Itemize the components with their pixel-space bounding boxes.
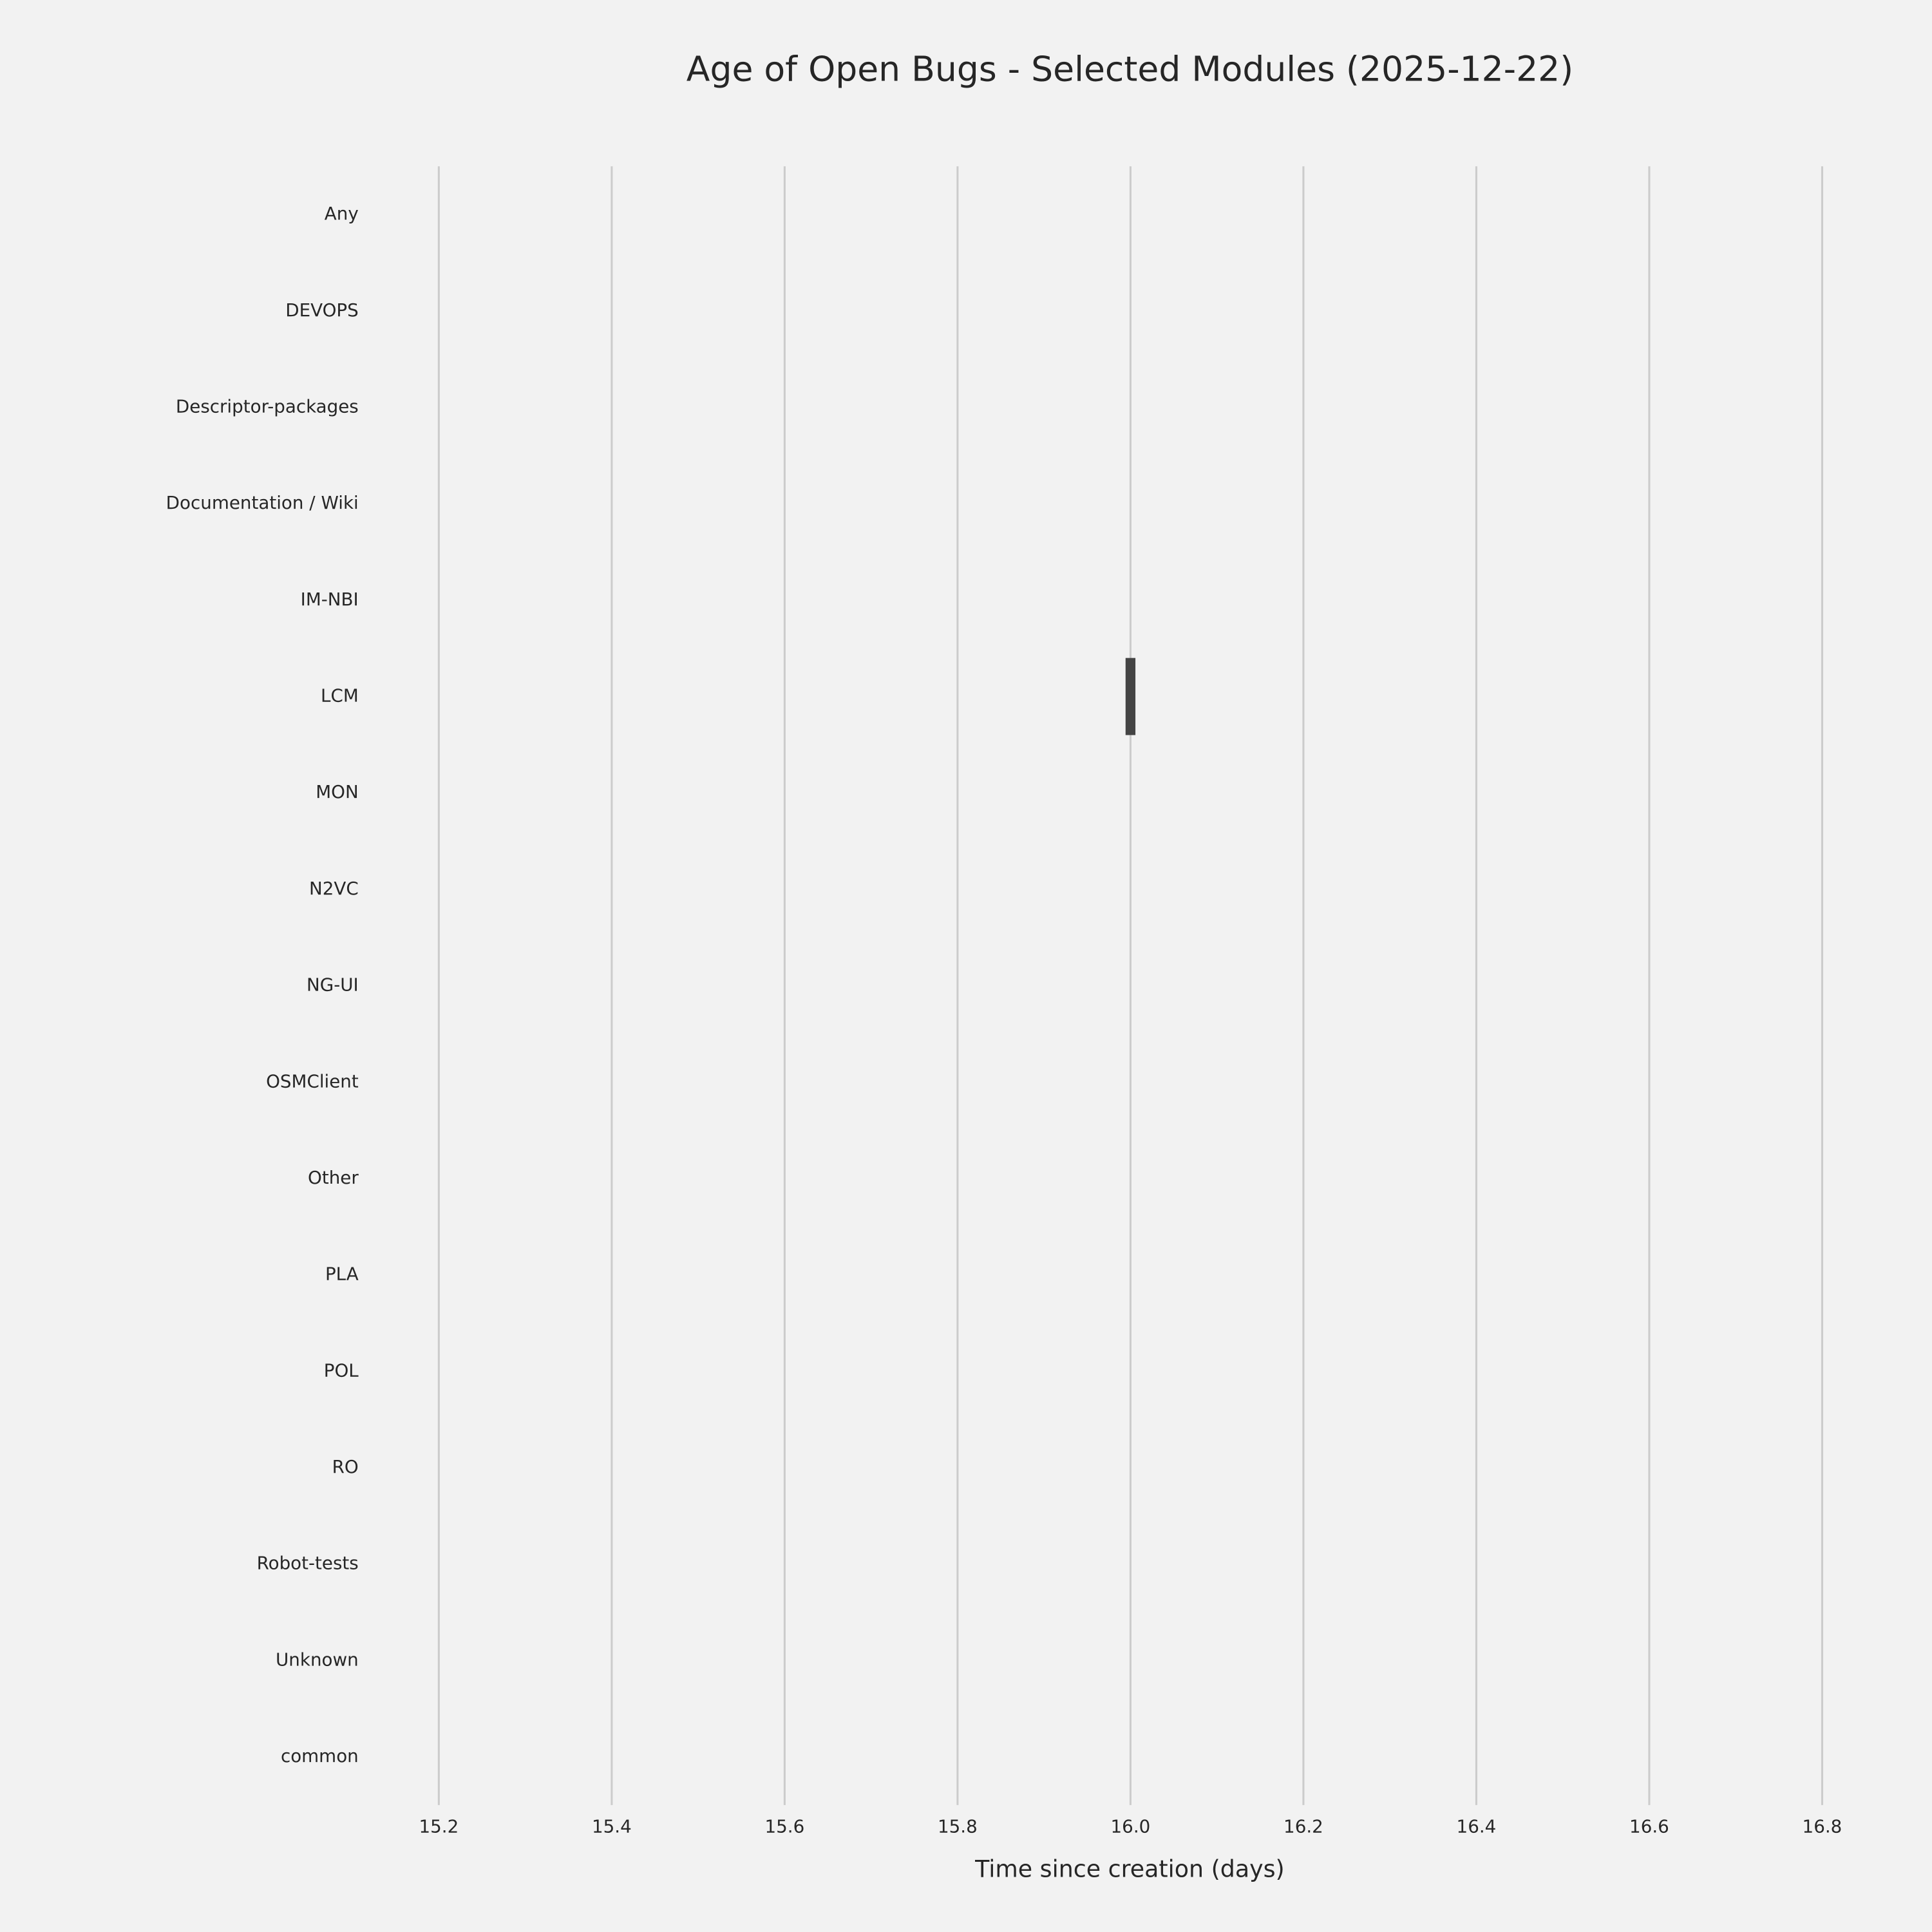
y-tick-label: MON — [316, 781, 359, 802]
y-tick-label: NG-UI — [307, 974, 359, 996]
x-tick-label: 16.6 — [1629, 1815, 1669, 1837]
y-tick-label: RO — [332, 1456, 359, 1477]
box — [1125, 658, 1136, 735]
y-tick-label: PLA — [325, 1264, 359, 1285]
x-tick-label: 15.2 — [419, 1815, 459, 1837]
chart-title: Age of Open Bugs - Selected Modules (202… — [687, 49, 1573, 90]
x-axis-label: Time since creation (days) — [974, 1855, 1285, 1882]
x-tick-label: 15.8 — [938, 1815, 978, 1837]
y-tick-label: N2VC — [309, 878, 359, 899]
y-tick-label: IM-NBI — [301, 589, 359, 610]
x-tick-label: 15.6 — [765, 1815, 805, 1837]
y-tick-label: common — [281, 1745, 359, 1766]
y-tick-label: LCM — [321, 685, 359, 706]
y-tick-label: Other — [308, 1167, 359, 1188]
x-tick-label: 16.2 — [1283, 1815, 1323, 1837]
y-tick-label: Descriptor-packages — [176, 396, 359, 417]
x-tick-label: 16.4 — [1457, 1815, 1497, 1837]
y-tick-label: Robot-tests — [257, 1553, 359, 1574]
y-tick-label: DEVOPS — [285, 299, 359, 321]
y-tick-label: Unknown — [276, 1649, 359, 1670]
y-tick-label: POL — [324, 1359, 359, 1381]
x-tick-label: 15.4 — [592, 1815, 632, 1837]
x-tick-label: 16.8 — [1803, 1815, 1842, 1837]
y-tick-label: Any — [325, 203, 359, 224]
y-tick-label: Documentation / Wiki — [166, 492, 359, 513]
x-tick-label: 16.0 — [1111, 1815, 1151, 1837]
y-tick-label: OSMClient — [266, 1070, 359, 1092]
